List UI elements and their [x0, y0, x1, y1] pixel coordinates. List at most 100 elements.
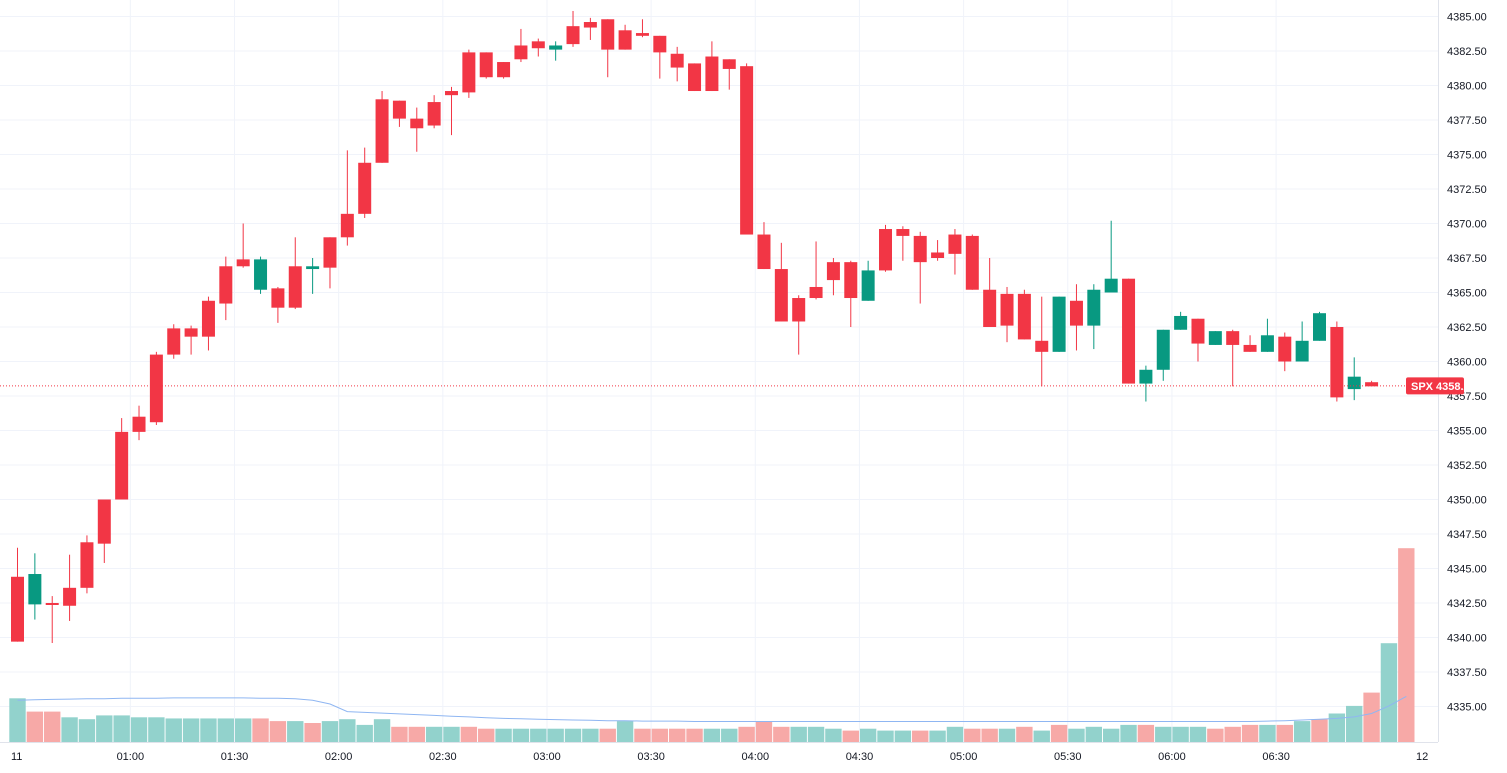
time-tick-label: 03:30 — [637, 751, 665, 763]
candle-body — [1174, 315, 1188, 330]
candle-body — [462, 52, 476, 93]
volume-bar — [1241, 724, 1259, 742]
candle-body — [392, 100, 406, 119]
price-tick-label: 4382.50 — [1447, 46, 1487, 58]
candle-body — [531, 41, 545, 49]
candle-body — [601, 19, 615, 50]
candle-body — [1347, 376, 1361, 390]
candle-body — [1295, 340, 1309, 362]
volume-bar — [616, 721, 634, 742]
candle — [1226, 329, 1240, 387]
candle-body — [323, 237, 337, 268]
price-tick-label: 4377.50 — [1447, 115, 1487, 127]
candle — [1278, 332, 1292, 372]
candle — [1156, 329, 1170, 381]
candle — [757, 222, 771, 270]
candle-body — [375, 99, 389, 163]
volume-bar — [530, 728, 547, 742]
volume-bar — [842, 730, 859, 742]
volume-bar — [912, 730, 929, 742]
volume-bar — [703, 728, 721, 742]
candle-body — [497, 62, 511, 78]
candle — [184, 325, 198, 355]
time-tick-label: 06:30 — [1262, 751, 1290, 763]
candle — [1243, 335, 1257, 352]
volume-bar — [651, 728, 669, 742]
candle — [1313, 311, 1326, 341]
candle-body — [566, 26, 580, 45]
volume-bar — [1224, 726, 1241, 742]
candle — [1330, 321, 1344, 402]
candle — [201, 296, 215, 351]
candle-body — [1122, 278, 1136, 384]
candle — [497, 62, 511, 79]
last-price-badge: SPX 4358.23 — [1406, 377, 1476, 395]
volume-bar — [252, 718, 269, 742]
volume-bar — [1207, 728, 1224, 742]
candle — [618, 24, 632, 50]
volume-bar — [460, 726, 478, 742]
volume-bar — [1085, 726, 1103, 742]
candle — [323, 237, 337, 289]
volume-bar — [478, 728, 495, 742]
candle-body — [28, 574, 42, 605]
candle — [306, 258, 320, 294]
candle-body — [740, 66, 754, 235]
volume-bar — [234, 718, 252, 742]
candle — [97, 499, 111, 563]
candle-body — [479, 52, 493, 78]
volume-bar — [373, 719, 391, 742]
volume-bar — [78, 719, 96, 742]
candle-body — [931, 252, 945, 258]
volume-bar — [825, 728, 842, 742]
volume-bar — [391, 726, 408, 742]
candle — [1347, 357, 1361, 401]
candle — [670, 46, 684, 82]
volume-bar — [790, 726, 807, 742]
candle-body — [306, 266, 320, 270]
volume-bar — [634, 728, 651, 742]
candle-body — [879, 229, 892, 271]
candle — [514, 28, 528, 63]
time-tick-label: 01:30 — [221, 751, 249, 763]
volume-bar — [929, 730, 946, 742]
volume-bar — [894, 730, 912, 742]
volume-bar — [130, 717, 148, 742]
volume-bar — [582, 728, 599, 742]
time-tick-label: 04:00 — [742, 751, 770, 763]
volume-bar — [1172, 726, 1189, 742]
candle-body — [844, 262, 858, 299]
candle-body — [549, 45, 563, 50]
time-axis[interactable]: 11 12 01:00 01:30 02:00 02:30 03:00 03:30 04:0… — [11, 751, 1428, 763]
price-axis[interactable]: 4385.00 4382.50 4380.00 4377.50 4375.00 4372.… — [1447, 12, 1487, 714]
volume-bar — [443, 726, 460, 742]
candle-body — [1365, 382, 1379, 387]
candle-body — [132, 416, 146, 432]
volume-bar — [1155, 726, 1172, 742]
volume-bar — [1050, 724, 1068, 742]
candle — [1139, 365, 1153, 402]
volume-bar — [998, 728, 1016, 742]
price-tick-label: 4365.00 — [1447, 288, 1487, 300]
candle — [132, 405, 146, 441]
candle-body — [427, 102, 441, 126]
price-tick-label: 4337.50 — [1447, 667, 1487, 679]
volume-bar — [877, 730, 894, 742]
candle-body — [63, 587, 77, 606]
volume-bar — [1293, 721, 1311, 742]
candle-body — [670, 53, 684, 68]
volume-bar — [113, 715, 130, 742]
volume-bar — [61, 717, 78, 742]
candle — [1365, 380, 1379, 387]
volume-bar — [217, 718, 235, 742]
volume-bar — [738, 726, 755, 742]
candle — [167, 324, 181, 359]
volume-bar — [512, 728, 530, 742]
volume-bar — [44, 711, 61, 742]
volume-bar — [96, 715, 113, 742]
candle — [1000, 286, 1014, 343]
candle-body — [1260, 335, 1274, 352]
candle-body — [722, 59, 736, 69]
candle — [1035, 296, 1049, 387]
